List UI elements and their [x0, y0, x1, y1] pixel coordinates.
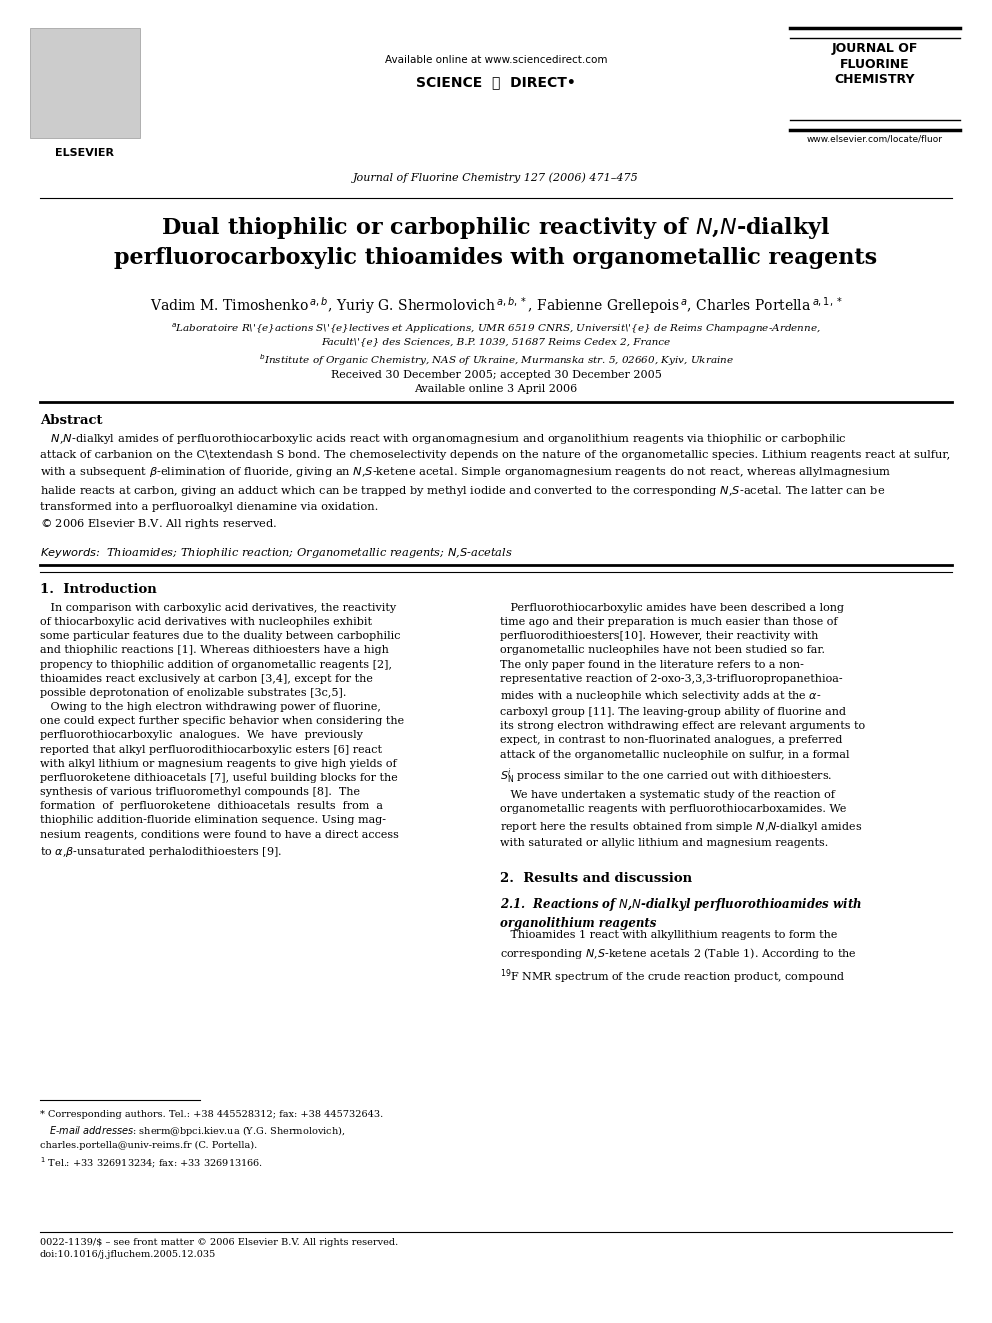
Text: $^{b}$Institute of Organic Chemistry, NAS of Ukraine, Murmanskа str. 5, 02660, K: $^{b}$Institute of Organic Chemistry, NA… — [259, 352, 733, 368]
Text: Dual thiophilic or carbophilic reactivity of $N$,$N$-dialkyl
perfluorocarboxylic: Dual thiophilic or carbophilic reactivit… — [114, 216, 878, 269]
Text: Abstract: Abstract — [40, 414, 102, 427]
Text: $N$,$N$-dialkyl amides of perfluorothiocarboxylic acids react with organomagnesi: $N$,$N$-dialkyl amides of perfluorothioc… — [40, 433, 950, 531]
Text: Available online 3 April 2006: Available online 3 April 2006 — [415, 384, 577, 394]
Text: 1.  Introduction: 1. Introduction — [40, 583, 157, 595]
Text: Journal of Fluorine Chemistry 127 (2006) 471–475: Journal of Fluorine Chemistry 127 (2006)… — [353, 172, 639, 183]
Text: * Corresponding authors. Tel.: +38 445528312; fax: +38 445732643.
   $E$-$mail$ : * Corresponding authors. Tel.: +38 44552… — [40, 1110, 383, 1170]
Text: JOURNAL OF
FLUORINE
CHEMISTRY: JOURNAL OF FLUORINE CHEMISTRY — [832, 42, 919, 86]
Text: $\mathit{Keywords}$:  Thioamides; Thiophilic reaction; Organometallic reagents; : $\mathit{Keywords}$: Thioamides; Thiophi… — [40, 546, 513, 560]
Text: Thioamides 1 react with alkyllithium reagents to form the
corresponding $N$,$S$-: Thioamides 1 react with alkyllithium rea… — [500, 930, 857, 986]
Text: Received 30 December 2005; accepted 30 December 2005: Received 30 December 2005; accepted 30 D… — [330, 370, 662, 380]
Text: In comparison with carboxylic acid derivatives, the reactivity
of thiocarboxylic: In comparison with carboxylic acid deriv… — [40, 603, 404, 859]
Bar — [30, 28, 140, 138]
Text: Vadim M. Timoshenko$\,^{a,b}$, Yuriy G. Shermolovich$\,^{a,b,*}$, Fabienne Grell: Vadim M. Timoshenko$\,^{a,b}$, Yuriy G. … — [150, 295, 842, 316]
Text: SCIENCE  ⓓ  DIRECT•: SCIENCE ⓓ DIRECT• — [416, 75, 576, 89]
Text: Available online at www.sciencedirect.com: Available online at www.sciencedirect.co… — [385, 56, 607, 65]
Text: Perfluorothiocarboxylic amides have been described a long
time ago and their pre: Perfluorothiocarboxylic amides have been… — [500, 603, 865, 848]
Text: Facult\'{e} des Sciences, B.P. 1039, 51687 Reims Cedex 2, France: Facult\'{e} des Sciences, B.P. 1039, 516… — [321, 337, 671, 347]
Text: 2.  Results and discussion: 2. Results and discussion — [500, 872, 692, 885]
Text: 0022-1139/$ – see front matter © 2006 Elsevier B.V. All rights reserved.
doi:10.: 0022-1139/$ – see front matter © 2006 El… — [40, 1238, 398, 1259]
Text: $^{a}$Laboratoire R\'{e}actions S\'{e}lectives et Applications, UMR 6519 CNRS, U: $^{a}$Laboratoire R\'{e}actions S\'{e}le… — [171, 321, 821, 336]
Text: ELSEVIER: ELSEVIER — [56, 148, 114, 157]
Text: 2.1.  Reactions of $N$,$N$-dialkyl perfluorothioamides with
organolithium reagen: 2.1. Reactions of $N$,$N$-dialkyl perflu… — [500, 896, 862, 930]
Text: www.elsevier.com/locate/fluor: www.elsevier.com/locate/fluor — [807, 135, 943, 144]
